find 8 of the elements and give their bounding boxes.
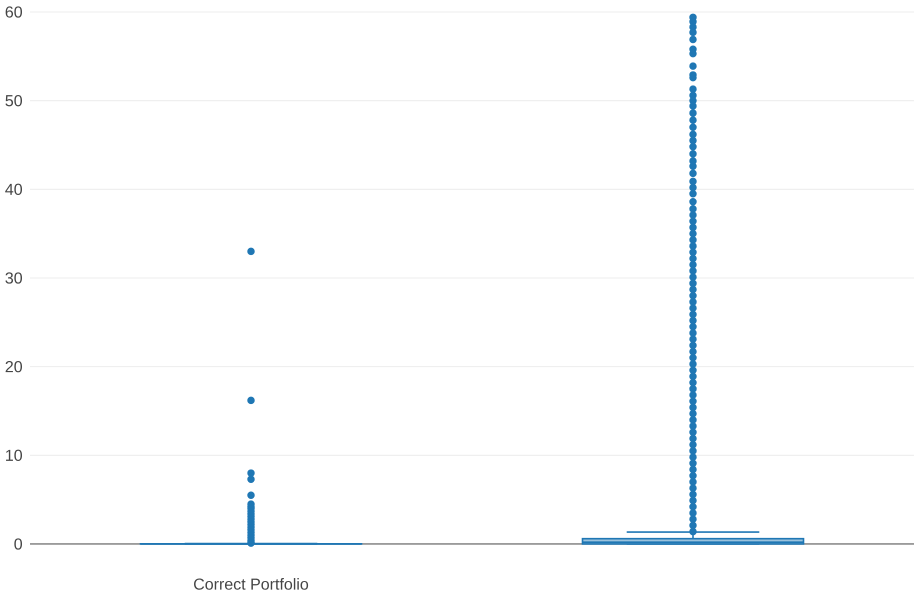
y-tick-label: 30 xyxy=(5,272,22,284)
y-tick-label: 40 xyxy=(5,184,22,195)
x-tick-label: Correct Portfolio xyxy=(194,578,308,590)
y-tick-label: 50 xyxy=(5,95,22,106)
y-tick-label: 0 xyxy=(14,538,22,550)
y-tick-label: 20 xyxy=(6,360,22,372)
y-tick-label: 10 xyxy=(6,450,22,461)
y-tick-label: 60 xyxy=(6,6,22,18)
